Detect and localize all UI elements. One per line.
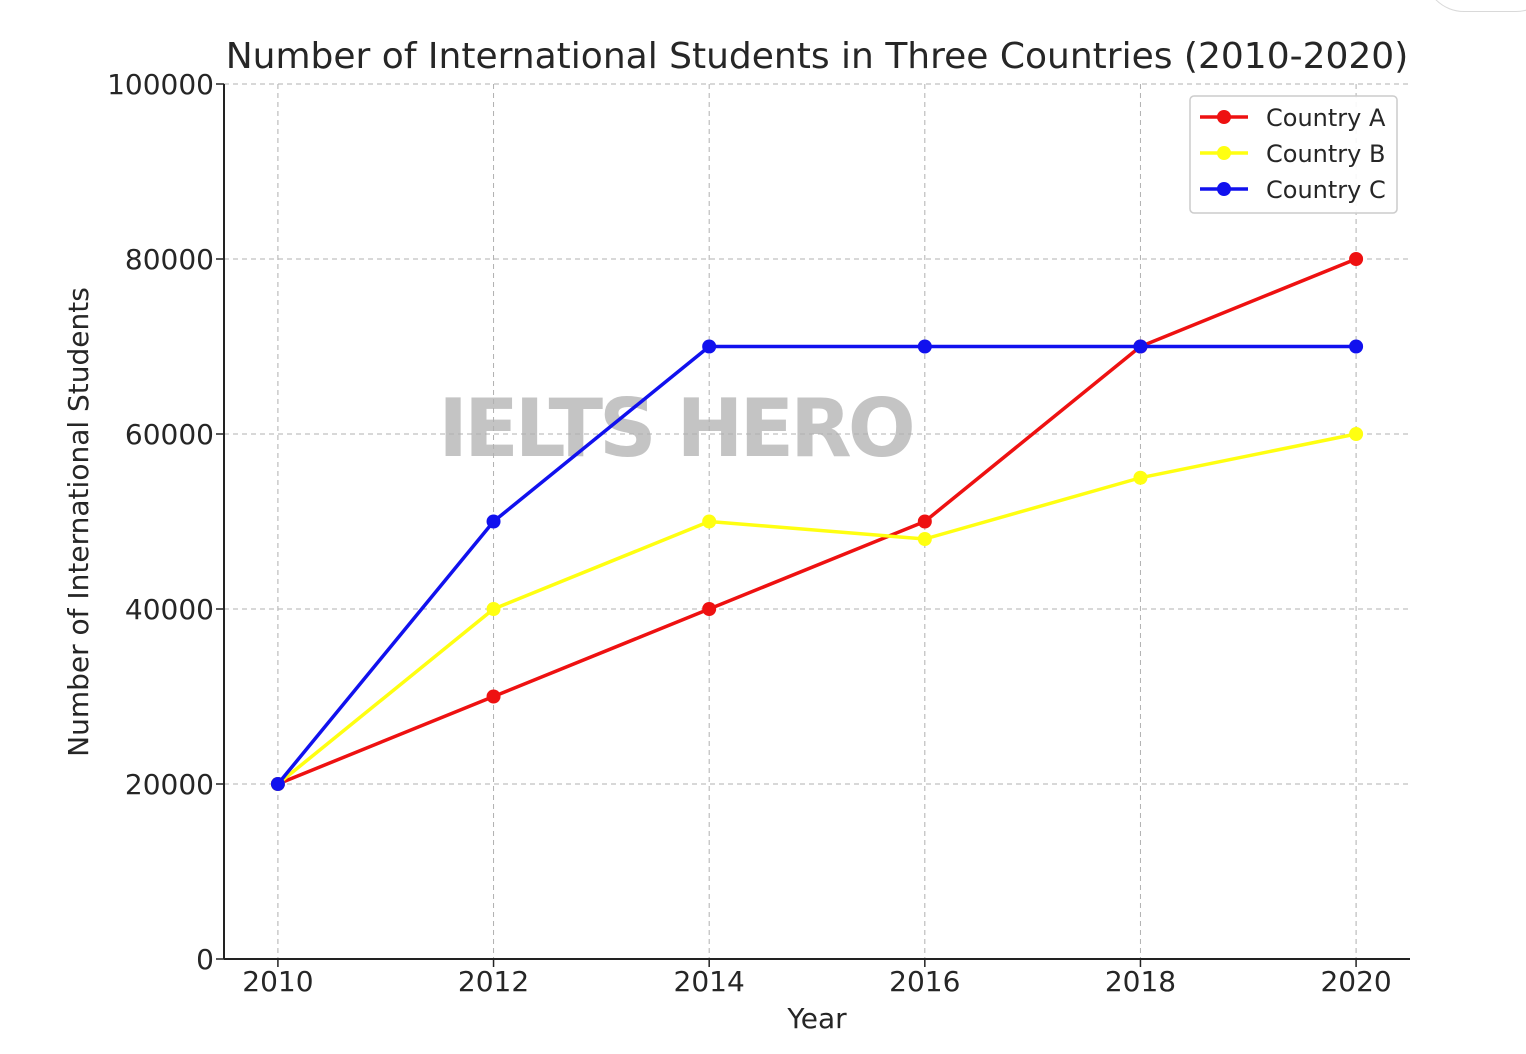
- data-point: [1349, 339, 1364, 354]
- x-tick-label: 2018: [1105, 965, 1176, 998]
- watermark-text: IELTS HERO: [438, 382, 911, 475]
- legend: Country A Country B Country C: [1189, 95, 1398, 214]
- data-point: [702, 339, 717, 354]
- legend-box: [1189, 95, 1398, 214]
- legend-marker: [1217, 146, 1231, 160]
- data-point: [702, 514, 717, 529]
- y-axis-label: Number of International Students: [62, 287, 95, 757]
- y-tick-label: 40000: [125, 593, 214, 626]
- x-tick-label: 2012: [458, 965, 529, 998]
- legend-item: Country A: [1200, 104, 1386, 132]
- chart-title: Number of International Students in Thre…: [226, 36, 1409, 77]
- y-tick-label: 80000: [125, 243, 214, 276]
- series-country-c: [270, 339, 1364, 791]
- legend-marker: [1217, 110, 1231, 124]
- y-tick-label: 20000: [125, 768, 214, 801]
- legend-label: Country B: [1266, 140, 1385, 168]
- legend-item: Country C: [1200, 176, 1386, 204]
- y-tick-label: 0: [196, 943, 214, 976]
- legend-label: Country A: [1266, 104, 1386, 132]
- grid-lines: [224, 83, 1410, 959]
- x-tick-label: 2010: [242, 965, 313, 998]
- data-point: [917, 514, 932, 529]
- series-line: [277, 257, 1357, 786]
- x-axis-label: Year: [786, 1002, 847, 1035]
- x-tick-label: 2014: [674, 965, 745, 998]
- series-line: [276, 344, 1357, 786]
- data-point: [486, 514, 501, 529]
- data-point: [1133, 339, 1148, 354]
- series-country-a: [270, 252, 1364, 791]
- axes: [223, 84, 1410, 960]
- data-point: [486, 602, 501, 616]
- y-tick-label: 60000: [125, 418, 214, 451]
- data-point: [917, 532, 932, 546]
- data-series: [270, 252, 1364, 791]
- legend-label: Country C: [1266, 176, 1386, 204]
- data-point: [1133, 470, 1148, 485]
- legend-marker: [1217, 182, 1231, 196]
- data-point: [702, 602, 717, 616]
- data-point: [486, 689, 501, 704]
- series-line: [276, 432, 1357, 786]
- data-point: [1349, 427, 1364, 441]
- tick-marks-and-labels: 2010 2012 2014 2016 2018 2020 0 20000 40000 60000…: [107, 68, 1392, 998]
- x-tick-label: 2016: [889, 965, 960, 998]
- data-point: [917, 339, 932, 354]
- x-tick-label: 2020: [1320, 965, 1391, 998]
- y-tick-label: 100000: [107, 68, 214, 101]
- data-point: [1349, 252, 1364, 266]
- legend-item: Country B: [1200, 140, 1385, 168]
- data-point: [270, 777, 285, 791]
